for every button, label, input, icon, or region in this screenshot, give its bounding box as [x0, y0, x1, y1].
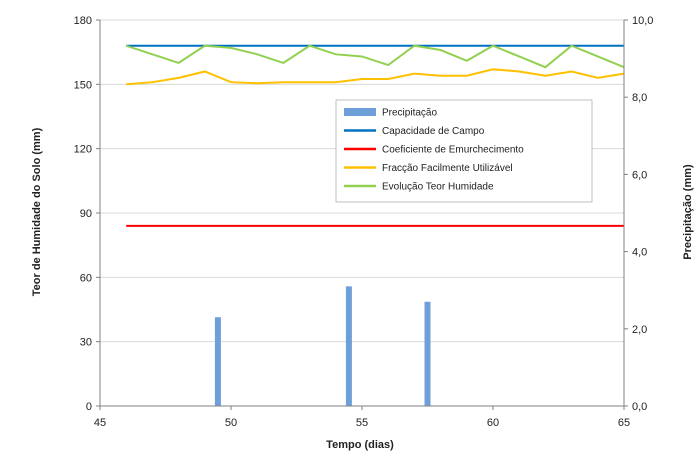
y-right-tick-label: 10,0	[632, 15, 653, 27]
precipitation-bar	[424, 301, 431, 406]
y-right-tick-label: 8,0	[632, 92, 647, 104]
y-left-tick-label: 150	[74, 79, 92, 91]
y-left-tick-label: 90	[80, 208, 92, 220]
legend-label: Capacidade de Campo	[382, 126, 485, 137]
tick-labels: 0 30 60 90 120 150 180 0,0 2,0 4,0 6,0 8,0 10,0 45 50 5…	[74, 15, 654, 429]
x-axis-title: Tempo (dias)	[326, 439, 394, 451]
y-right-tick-label: 0,0	[632, 401, 647, 413]
legend-box	[335, 99, 593, 203]
y-axis-right-title: Precipitação (mm)	[682, 164, 694, 260]
precipitation-bar	[345, 286, 352, 406]
series-line-evolucao-teor-humidade	[125, 44, 625, 69]
series-lines	[125, 44, 625, 227]
gridlines	[100, 19, 624, 343]
axes	[96, 19, 628, 410]
precipitation-bar	[214, 317, 221, 406]
x-tick-label: 65	[618, 417, 630, 429]
y-left-tick-label: 0	[86, 401, 92, 413]
y-left-tick-label: 30	[80, 337, 92, 349]
y-axis-left-title: Teor de Humidade do Solo (mm)	[31, 127, 43, 296]
precipitation-bars	[214, 286, 431, 406]
y-right-tick-label: 4,0	[632, 247, 647, 259]
y-right-tick-label: 6,0	[632, 169, 647, 181]
legend: Precipitação Capacidade de Campo Coeficien…	[335, 99, 593, 203]
legend-label: Evolução Teor Humidade	[382, 182, 494, 193]
y-left-tick-label: 120	[74, 144, 92, 156]
legend-label: Coeficiente de Emurchecimento	[382, 145, 524, 156]
legend-label: Fracção Facilmente Utilizável	[382, 163, 513, 174]
series-line-fraccao-facilmente-utilizavel	[126, 68, 625, 86]
y-right-tick-label: 2,0	[632, 324, 647, 336]
x-tick-label: 45	[94, 417, 106, 429]
legend-label: Precipitação	[382, 108, 437, 119]
legend-swatch	[344, 108, 376, 116]
x-tick-label: 55	[356, 417, 368, 429]
y-left-tick-label: 180	[74, 15, 92, 27]
x-tick-label: 60	[487, 417, 499, 429]
x-tick-label: 50	[225, 417, 237, 429]
y-left-tick-label: 60	[80, 272, 92, 284]
